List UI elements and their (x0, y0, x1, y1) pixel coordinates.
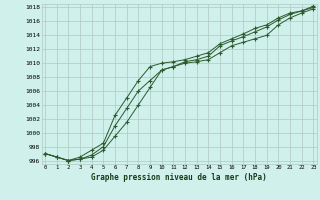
X-axis label: Graphe pression niveau de la mer (hPa): Graphe pression niveau de la mer (hPa) (91, 173, 267, 182)
